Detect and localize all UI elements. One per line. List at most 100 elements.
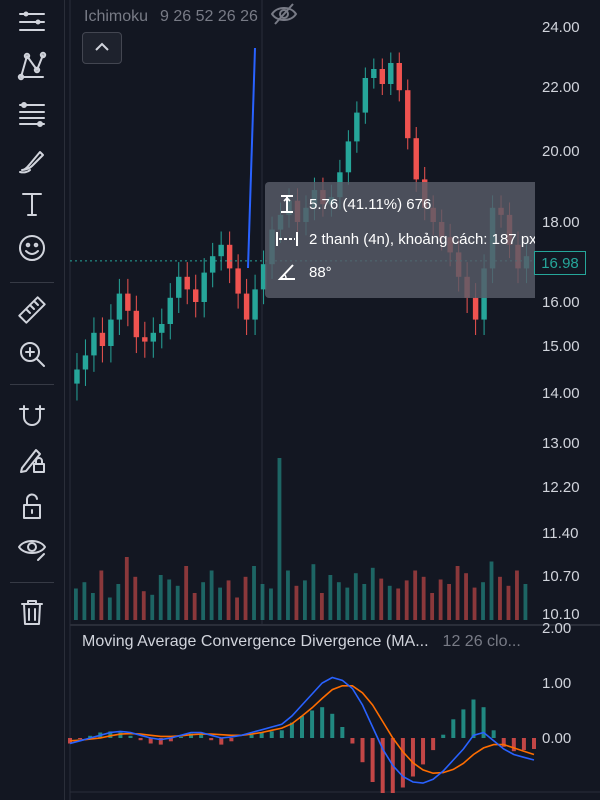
- tool-zoom-in[interactable]: [10, 336, 54, 376]
- tool-lock-drawings[interactable]: [10, 442, 54, 482]
- volume-bar: [464, 573, 468, 620]
- tool-icons[interactable]: [10, 230, 54, 270]
- candle-body: [379, 69, 386, 84]
- emoji-icon: [16, 232, 48, 269]
- ruler-icon: [16, 294, 48, 331]
- volume-bar: [158, 575, 163, 620]
- menu-lines-icon: [16, 6, 48, 43]
- macd-histogram-bar: [189, 733, 194, 738]
- macd-histogram-bar: [491, 730, 496, 738]
- text-icon: [16, 188, 48, 225]
- tool-brush[interactable]: [10, 142, 54, 182]
- tool-patterns[interactable]: [10, 48, 54, 88]
- volume-bar: [269, 588, 273, 620]
- volume-bar: [328, 575, 333, 620]
- candle-body: [362, 78, 369, 113]
- indicator-params: 9 26 52 26 26: [160, 7, 258, 25]
- unlock-icon: [16, 490, 48, 527]
- macd-histogram-bar: [259, 732, 264, 738]
- candle-body: [142, 337, 148, 342]
- volume-bar: [345, 587, 350, 620]
- tool-text[interactable]: [10, 186, 54, 226]
- macd-histogram-bar: [451, 719, 456, 738]
- candle-body: [209, 256, 216, 273]
- volume-bar: [379, 578, 384, 620]
- macd-histogram-bar: [511, 738, 516, 752]
- candle-body: [405, 90, 411, 139]
- measure-tooltip: 5.76 (41.11%) 676 2 thanh (4n), khoảng c…: [265, 182, 535, 298]
- trash-icon: [16, 596, 48, 633]
- macd-histogram-bar: [138, 738, 143, 741]
- tool-measure[interactable]: [10, 292, 54, 332]
- volume-bar: [438, 579, 443, 620]
- volume-bar: [192, 593, 197, 620]
- price-tick-label: 20.00: [542, 143, 580, 160]
- macd-histogram-bar: [158, 738, 163, 745]
- macd-legend[interactable]: Moving Average Convergence Divergence (M…: [82, 633, 521, 651]
- tool-unlock[interactable]: [10, 488, 54, 528]
- volume-bar: [481, 582, 485, 620]
- toolbar-separator: [10, 384, 54, 385]
- volume-bar: [523, 584, 528, 620]
- volume-bar: [209, 570, 214, 620]
- candle-body: [116, 293, 123, 320]
- macd-histogram-bar: [289, 722, 294, 738]
- measure-price-row: 5.76 (41.11%) 676: [275, 194, 431, 214]
- tool-hide[interactable]: [10, 530, 54, 570]
- volume-bar: [396, 588, 401, 620]
- toolbar-separator: [10, 582, 54, 583]
- volume-bar: [107, 597, 112, 620]
- macd-histogram-bar: [380, 738, 385, 793]
- volume-bar: [506, 585, 511, 620]
- volume-bar: [404, 580, 409, 620]
- angle-icon: [275, 262, 299, 282]
- macd-histogram-bar: [178, 736, 183, 738]
- price-tick-label: 12.20: [542, 479, 580, 496]
- candle-body: [345, 141, 352, 173]
- tool-remove[interactable]: [10, 594, 54, 634]
- macd-histogram-bar: [471, 699, 476, 738]
- volume-bar: [116, 584, 121, 620]
- volume-bar: [184, 566, 189, 620]
- candle-body: [74, 369, 80, 384]
- volume-bar: [133, 576, 138, 620]
- volume-bar: [175, 585, 180, 620]
- collapse-legend-button[interactable]: [82, 32, 122, 64]
- macd-params: 12 26 clo...: [442, 633, 521, 650]
- macd-histogram-bar: [209, 738, 214, 741]
- candle-body: [235, 268, 241, 294]
- candle-body: [201, 272, 207, 302]
- tool-crosshair-menu[interactable]: [10, 4, 54, 44]
- volume-bar: [447, 584, 452, 620]
- macd-tick-label: 0.00: [542, 730, 571, 747]
- ichimoku-legend[interactable]: Ichimoku 9 26 52 26 26: [84, 2, 298, 31]
- volume-bar: [150, 594, 155, 620]
- candle-body: [91, 332, 97, 356]
- fib-lines-icon: [16, 98, 48, 135]
- eye-icon: [16, 532, 48, 569]
- candle-body: [150, 332, 157, 342]
- volume-bar: [472, 587, 477, 620]
- brush-icon: [16, 144, 48, 181]
- candle-body: [218, 244, 224, 257]
- macd-histogram-bar: [88, 735, 93, 738]
- volume-bar: [362, 584, 367, 620]
- macd-histogram-bar: [350, 738, 355, 744]
- macd-histogram-bar: [168, 738, 173, 742]
- candle-body: [260, 264, 267, 290]
- macd-histogram-bar: [370, 738, 375, 782]
- price-tick-label: 22.00: [542, 79, 580, 96]
- volume-bar: [319, 593, 324, 620]
- volume-bar: [294, 585, 299, 620]
- zoom-in-icon: [16, 338, 48, 375]
- macd-histogram-bar: [441, 734, 446, 738]
- volume-bar: [430, 593, 435, 620]
- signal-line: [69, 685, 535, 775]
- candle-body: [159, 324, 165, 333]
- eye-off-icon[interactable]: [270, 2, 298, 31]
- macd-histogram-bar: [360, 738, 365, 763]
- magnet-icon: [16, 400, 48, 437]
- tool-magnet[interactable]: [10, 398, 54, 438]
- tool-fibonacci[interactable]: [10, 96, 54, 136]
